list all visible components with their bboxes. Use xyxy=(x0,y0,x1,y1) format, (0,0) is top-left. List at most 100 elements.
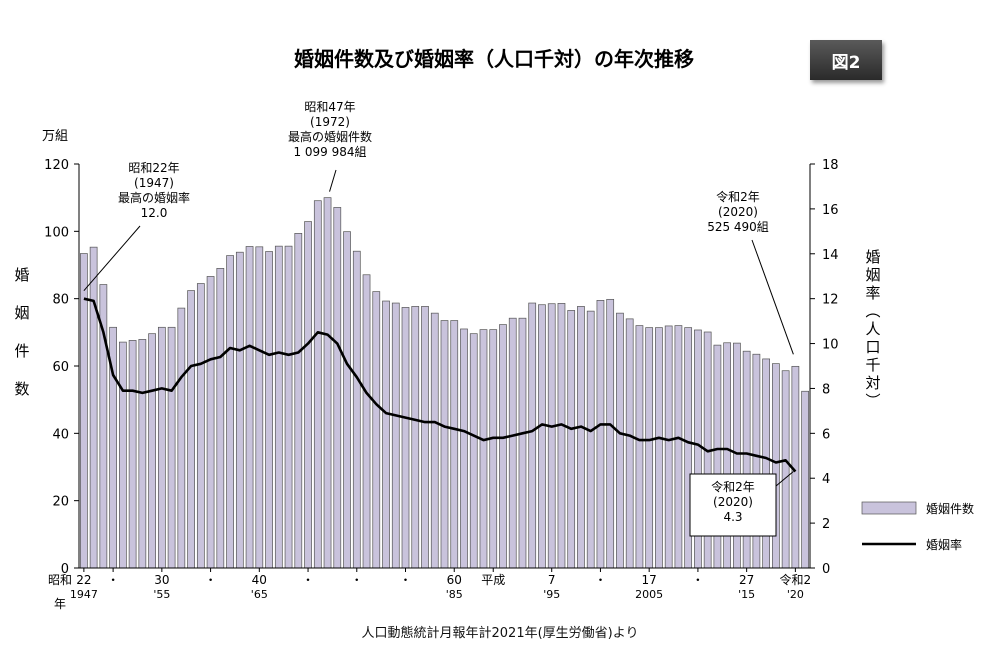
bar xyxy=(265,251,273,569)
right-axis-label-char: 率 xyxy=(865,284,880,302)
x-tick-sublabel: 1947 xyxy=(70,588,98,601)
bar xyxy=(80,253,88,569)
left-tick-label: 120 xyxy=(44,158,69,173)
left-tick-label: 40 xyxy=(52,427,69,442)
x-tick-label: 平成 xyxy=(481,573,505,587)
bar xyxy=(421,306,429,569)
annotation-1947-text: 最高の婚姻率 xyxy=(118,190,190,205)
annotation-2020-rate-box xyxy=(689,473,777,537)
x-tick-label: ・ xyxy=(692,573,704,587)
bar xyxy=(343,231,351,569)
bar xyxy=(128,340,137,569)
legend-line-label: 婚姻率 xyxy=(926,537,962,552)
bar xyxy=(528,302,537,569)
legend-bar-swatch xyxy=(861,501,917,515)
bar xyxy=(206,276,215,569)
bar xyxy=(577,306,585,569)
bar xyxy=(430,312,439,569)
x-tick-label: 60 xyxy=(447,573,462,587)
bar xyxy=(226,255,234,569)
x-tick-sublabel: 2005 xyxy=(635,588,663,601)
right-tick-label: 0 xyxy=(822,562,830,577)
x-tick-sublabel: '85 xyxy=(446,588,463,601)
right-tick-label: 4 xyxy=(822,472,830,487)
right-tick-label: 12 xyxy=(822,293,839,308)
x-tick-sublabel: '95 xyxy=(543,588,560,601)
bar xyxy=(801,390,809,569)
annotation-2020-count-arrow xyxy=(751,239,794,355)
x-tick-label: 令和2 xyxy=(780,572,812,587)
annotation-1972-text: 昭和47年 xyxy=(304,100,355,114)
bar xyxy=(781,370,790,569)
bar xyxy=(567,310,576,569)
x-tick-label: ・ xyxy=(594,573,606,587)
x-tick-label: 30 xyxy=(154,573,169,587)
x-tick-sublabel: '65 xyxy=(251,588,268,601)
x-tick-label: 27 xyxy=(739,573,754,587)
bar xyxy=(538,304,546,569)
bar xyxy=(167,326,176,569)
annotation-2020-count-text: (2020) xyxy=(718,205,758,219)
bar xyxy=(382,300,390,569)
x-tick-label: 22 xyxy=(76,573,91,587)
bar xyxy=(391,302,400,569)
bar xyxy=(489,329,498,569)
bar xyxy=(762,358,770,569)
bar xyxy=(596,300,605,569)
bar xyxy=(177,307,186,569)
x-axis-label-bottom: 年 xyxy=(54,597,66,611)
bar xyxy=(547,303,556,569)
bar xyxy=(664,325,673,569)
left-axis-label-char: 件 xyxy=(14,342,29,360)
right-axis-label-char: 人 xyxy=(865,320,880,338)
right-axis-label-char: ︵ xyxy=(865,302,880,320)
right-axis-label-char: 婚 xyxy=(865,248,880,266)
x-tick-label: ・ xyxy=(205,573,217,587)
bar xyxy=(323,197,332,569)
bar xyxy=(440,320,449,569)
badge-text: 図2 xyxy=(831,52,861,73)
annotation-2020-rate-text: 令和2年 xyxy=(711,479,755,494)
bar xyxy=(352,250,361,569)
right-axis-label-char: ︶ xyxy=(865,392,880,410)
bar xyxy=(216,268,225,569)
bar xyxy=(674,325,683,569)
annotation-1972-text: 1 099 984組 xyxy=(293,145,366,159)
left-tick-label: 0 xyxy=(61,562,69,577)
annotation-2020-rate-connector xyxy=(775,471,794,487)
bar xyxy=(304,221,312,569)
right-tick-label: 14 xyxy=(822,248,839,263)
x-axis-label-top: 昭和 xyxy=(48,573,72,587)
bar xyxy=(148,333,156,569)
bar xyxy=(655,327,663,569)
annotation-1972-text: (1972) xyxy=(310,115,350,129)
bar xyxy=(119,341,127,569)
bar xyxy=(157,326,166,569)
bar xyxy=(499,324,507,569)
x-tick-sublabel: '20 xyxy=(787,588,804,601)
left-tick-label: 80 xyxy=(52,293,69,308)
x-tick-label: ・ xyxy=(351,573,363,587)
right-tick-label: 6 xyxy=(822,427,830,442)
bar xyxy=(401,307,410,569)
bar xyxy=(255,246,264,569)
bar xyxy=(138,339,147,569)
bar xyxy=(411,306,420,569)
bar xyxy=(635,325,644,569)
x-tick-label: 17 xyxy=(642,573,657,587)
annotation-1947-text: 昭和22年 xyxy=(128,161,179,175)
right-tick-label: 10 xyxy=(822,338,839,353)
annotation-1947-arrow xyxy=(83,225,141,291)
right-axis-label-char: 対 xyxy=(865,374,880,392)
annotation-1947-text: (1947) xyxy=(134,176,174,190)
x-tick-sublabel: '15 xyxy=(738,588,755,601)
bar xyxy=(235,251,244,569)
annotation-1972-arrow xyxy=(329,169,337,192)
bar xyxy=(294,233,303,569)
x-tick-label: 7 xyxy=(548,573,556,587)
x-tick-label: ・ xyxy=(107,573,119,587)
bar xyxy=(313,200,322,569)
bar xyxy=(460,328,468,569)
left-axis-label-char: 数 xyxy=(14,380,29,398)
right-tick-label: 2 xyxy=(822,517,830,532)
